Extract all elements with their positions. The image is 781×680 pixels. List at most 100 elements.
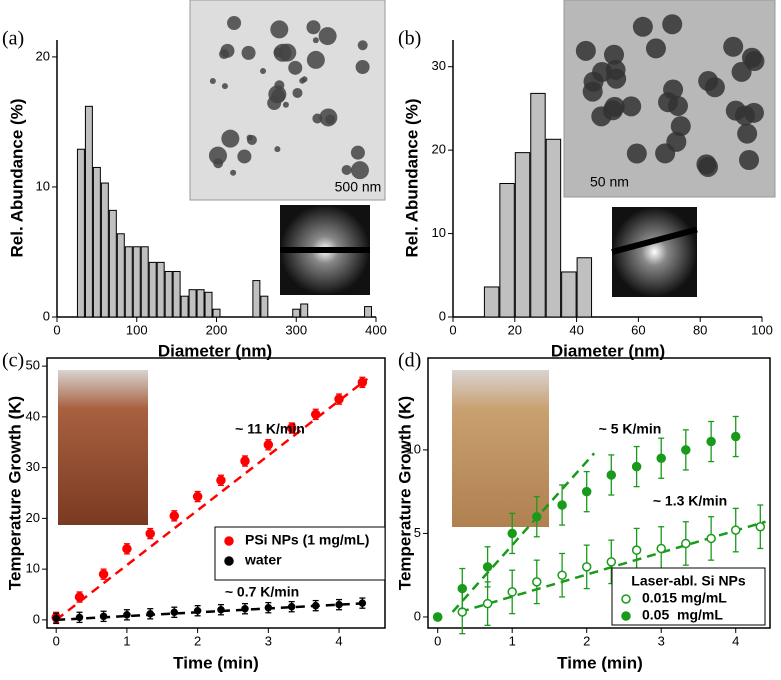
marker (192, 491, 203, 502)
legend-label: PSi NPs (1 mg/mL) (245, 532, 369, 548)
bar (252, 280, 261, 318)
particle (227, 16, 242, 31)
particle (208, 146, 227, 165)
bar (76, 148, 85, 318)
marker (287, 602, 296, 611)
marker (706, 436, 716, 447)
particle (697, 156, 718, 177)
marker (631, 461, 642, 472)
marker (557, 570, 567, 580)
particle (306, 50, 325, 69)
x-tick-label: 0 (53, 633, 60, 648)
bar (124, 246, 133, 318)
bar (188, 289, 197, 318)
marker (507, 528, 517, 539)
marker (656, 453, 666, 463)
marker (145, 528, 155, 539)
marker (358, 599, 367, 607)
marker (631, 545, 642, 555)
fit-line (451, 452, 596, 613)
annotation: ~ 11 K/min (235, 421, 305, 437)
bar (514, 152, 531, 318)
axes-frame (427, 357, 771, 629)
particle (306, 20, 321, 35)
bar (100, 182, 109, 318)
legend-marker (621, 594, 631, 604)
marker (755, 522, 766, 532)
y-axis-label: Temperature Growth (K) (5, 396, 24, 590)
x-axis-label: Diameter (nm) (551, 341, 665, 360)
y-tick-label: 20 (432, 142, 446, 157)
particle (350, 161, 369, 180)
particle (241, 45, 256, 60)
panel-label: (c) (2, 350, 24, 372)
marker (193, 606, 202, 615)
particle (221, 129, 240, 148)
marker (334, 394, 344, 404)
fit-line (55, 377, 369, 621)
particle (737, 123, 758, 144)
bar (483, 286, 500, 318)
legend-box (214, 526, 386, 581)
y-tick-label: 10 (407, 441, 421, 456)
marker (310, 409, 321, 420)
particle (312, 37, 319, 44)
y-tick-label: 5 (414, 525, 421, 540)
fit-line (459, 520, 766, 614)
particle (741, 47, 762, 68)
marker (507, 587, 517, 597)
bar (530, 92, 546, 318)
particle (645, 38, 666, 59)
marker (241, 604, 249, 613)
marker (606, 470, 617, 480)
panel-label: (a) (2, 28, 24, 50)
x-tick-label: 60 (631, 322, 645, 337)
legend-title: Laser-abl. Si NPs (631, 573, 746, 589)
y-tick-label: 30 (26, 459, 40, 474)
annotation: ~ 1.3 K/min (653, 493, 727, 509)
marker (457, 583, 468, 594)
marker (532, 577, 542, 587)
particle (274, 80, 285, 91)
x-tick-label: 2 (194, 633, 201, 648)
bar (545, 138, 562, 318)
y-tick-label: 20 (26, 510, 40, 525)
particle (213, 158, 224, 169)
x-tick-label: 40 (569, 322, 583, 337)
x-tick-label: 100 (126, 322, 148, 337)
particle (743, 102, 764, 123)
particle (704, 77, 725, 98)
particle (603, 44, 624, 65)
marker (216, 475, 226, 486)
x-axis-label: Time (min) (173, 653, 259, 672)
photo (452, 370, 549, 527)
x-axis-label: Time (min) (557, 653, 643, 672)
marker (482, 598, 493, 609)
marker (335, 600, 343, 609)
y-tick-label: 0 (33, 611, 40, 626)
marker (706, 533, 716, 544)
bar (148, 261, 157, 318)
x-tick-label: 100 (751, 322, 773, 337)
x-tick-label: 80 (693, 322, 707, 337)
bar (204, 291, 213, 318)
photo (58, 370, 148, 525)
x-tick-label: 0 (53, 322, 60, 337)
particle (582, 81, 603, 102)
particle (288, 60, 303, 75)
legend-marker (621, 611, 631, 621)
legend-marker (224, 536, 234, 546)
particle (273, 43, 292, 62)
particle (319, 108, 338, 127)
particle (260, 68, 267, 75)
marker (169, 511, 180, 521)
x-tick-label: 400 (365, 322, 387, 337)
bar (156, 261, 165, 318)
particle (350, 145, 365, 160)
y-tick-label: 50 (26, 358, 40, 373)
y-tick-label: 0 (414, 608, 421, 623)
y-tick-label: 10 (26, 561, 40, 576)
marker (581, 562, 592, 572)
bar (499, 183, 515, 318)
y-tick-label: 10 (432, 225, 446, 240)
